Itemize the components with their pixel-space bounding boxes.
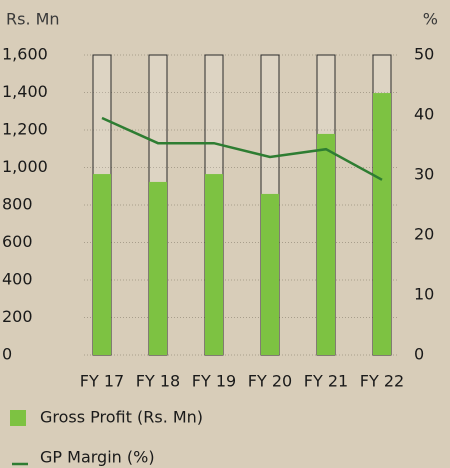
y-axis-label: Rs. Mn xyxy=(6,10,60,29)
x-tick-label: FY 22 xyxy=(360,372,404,391)
y2-tick-label: 50 xyxy=(414,45,434,64)
x-tick-label: FY 19 xyxy=(192,372,236,391)
y2-tick-label: 10 xyxy=(414,285,434,304)
x-tick-label: FY 17 xyxy=(80,372,124,391)
y-tick-label: 1,000 xyxy=(2,157,48,176)
bar xyxy=(93,174,111,355)
legend-swatch xyxy=(10,410,26,426)
y2-tick-label: 20 xyxy=(414,225,434,244)
y-tick-label: 1,600 xyxy=(2,45,48,64)
bar xyxy=(205,174,223,355)
y2-tick-label: 0 xyxy=(414,345,424,364)
y-tick-label: 400 xyxy=(2,270,33,289)
y-tick-label: 800 xyxy=(2,195,33,214)
bar xyxy=(317,133,335,355)
x-tick-label: FY 20 xyxy=(248,372,292,391)
y2-tick-label: 40 xyxy=(414,105,434,124)
y-tick-label: 600 xyxy=(2,232,33,251)
y-tick-label: 1,200 xyxy=(2,120,48,139)
legend-label: GP Margin (%) xyxy=(40,448,155,467)
y-tick-label: 1,400 xyxy=(2,82,48,101)
y-tick-label: 200 xyxy=(2,307,33,326)
x-tick-label: FY 18 xyxy=(136,372,180,391)
bar xyxy=(373,93,391,355)
legend-label: Gross Profit (Rs. Mn) xyxy=(40,408,203,427)
x-tick-label: FY 21 xyxy=(304,372,348,391)
y2-axis-label: % xyxy=(423,10,438,29)
y-tick-label: 0 xyxy=(2,345,12,364)
bar xyxy=(149,181,167,355)
line xyxy=(101,116,383,181)
bar xyxy=(261,193,279,355)
y2-tick-label: 30 xyxy=(414,165,434,184)
